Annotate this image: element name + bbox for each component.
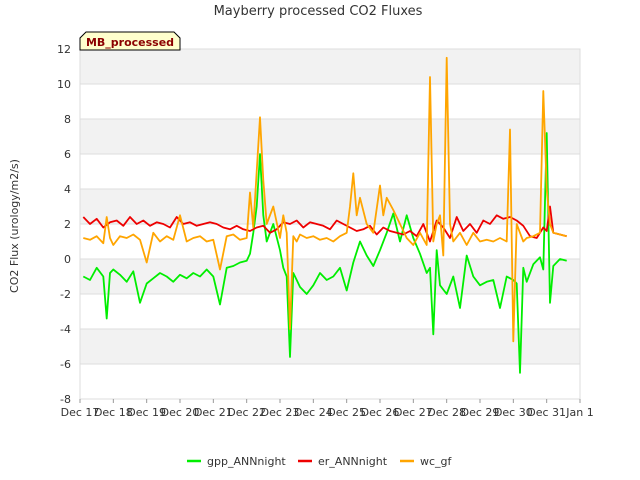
legend-label-gpp_ANNnight: gpp_ANNnight [207, 455, 286, 468]
y-tick-label: 6 [64, 148, 71, 161]
y-axis-label: CO2 Flux (urology/m2/s) [8, 159, 21, 293]
x-tick-label: Dec 29 [461, 406, 500, 419]
plot-band [80, 119, 580, 154]
y-tick-label: 8 [64, 113, 71, 126]
y-tick-label: 12 [57, 43, 71, 56]
x-tick-label: Jan 1 [565, 406, 593, 419]
plot-frame [79, 48, 581, 400]
legend-label-er_ANNnight: er_ANNnight [318, 455, 388, 468]
x-tick-label: Dec 23 [261, 406, 300, 419]
tag-text: MB_processed [86, 36, 174, 49]
series-lines [82, 56, 567, 374]
plot-band [80, 189, 580, 224]
series-line-er_ANNnight [82, 205, 567, 243]
x-tick-label: Dec 28 [427, 406, 466, 419]
plot-band [80, 259, 580, 294]
x-tick-label: Dec 27 [394, 406, 433, 419]
x-tick-label: Dec 30 [494, 406, 533, 419]
x-tick-label: Dec 19 [127, 406, 166, 419]
chart-title: Mayberry processed CO2 Fluxes [214, 4, 423, 19]
x-tick-label: Dec 22 [227, 406, 266, 419]
y-axis-ticks: -8 -6 -4 -2 0 2 4 6 8 10 12 [57, 43, 71, 406]
x-tick-label: Dec 17 [61, 406, 100, 419]
x-tick-label: Dec 24 [294, 406, 333, 419]
x-tick-label: Dec 25 [327, 406, 366, 419]
x-tick-label: Dec 20 [161, 406, 200, 419]
plot-bands [80, 49, 580, 364]
x-tick-label: Dec 21 [194, 406, 233, 419]
x-tick-label: Dec 18 [94, 406, 133, 419]
y-tick-label: -4 [60, 323, 71, 336]
plot-band [80, 49, 580, 84]
x-tick-label: Dec 31 [527, 406, 566, 419]
y-tick-label: 10 [57, 78, 71, 91]
y-tick-label: 0 [64, 253, 71, 266]
legend-label-wc_gf: wc_gf [420, 455, 453, 468]
y-tick-label: -2 [60, 288, 71, 301]
x-tick-label: Dec 26 [361, 406, 400, 419]
y-tick-label: -8 [60, 393, 71, 406]
y-tick-label: 2 [64, 218, 71, 231]
y-tick-label: -6 [60, 358, 71, 371]
tag-label: MB_processed [79, 31, 181, 51]
tag-box [79, 31, 181, 51]
y-tick-label: 4 [64, 183, 71, 196]
series-line-gpp_ANNnight [82, 132, 567, 374]
legend: gpp_ANNnight er_ANNnight wc_gf [187, 455, 453, 468]
series-line-wc_gf [83, 56, 567, 343]
plot-band [80, 329, 580, 364]
